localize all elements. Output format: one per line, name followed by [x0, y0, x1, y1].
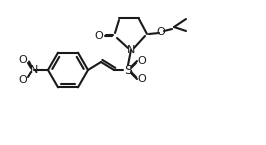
Text: S: S: [124, 64, 132, 77]
Text: N: N: [30, 65, 38, 75]
Text: O: O: [138, 56, 146, 66]
Text: O: O: [19, 55, 27, 65]
Text: O: O: [138, 74, 146, 84]
Text: N: N: [127, 45, 135, 55]
Text: O: O: [19, 75, 27, 85]
Text: O: O: [95, 31, 103, 41]
Text: O: O: [157, 27, 165, 37]
